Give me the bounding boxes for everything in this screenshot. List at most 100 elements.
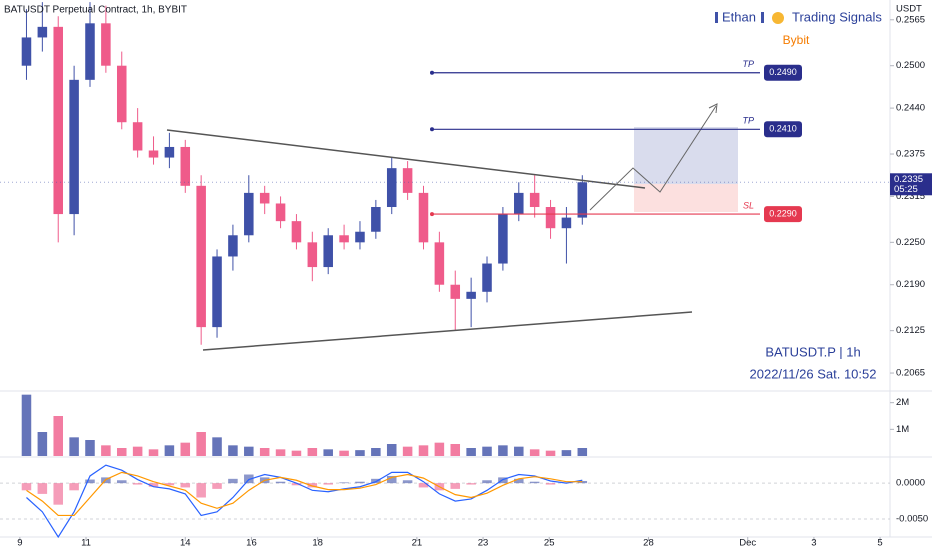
candle-body [180, 146, 191, 186]
macd-histogram-bar [85, 479, 95, 484]
last-price-label: 0.2335 [894, 174, 923, 185]
x-tick-label: 3 [811, 538, 816, 549]
signal-line [26, 471, 583, 517]
volume-bar [291, 450, 302, 456]
y-tick-label: -0.0050 [896, 514, 928, 525]
macd-histogram-bar [212, 483, 222, 489]
x-tick-label: 11 [81, 538, 91, 549]
x-tick-label: 25 [544, 538, 555, 549]
volume-bar [85, 440, 95, 456]
y-tick-label: 0.2440 [896, 103, 925, 114]
y-tick-label: 0.2315 [896, 191, 925, 202]
legend-icon [772, 12, 784, 24]
target-value: 0.2290 [769, 208, 797, 218]
axis-unit: USDT [896, 4, 922, 15]
target-name: TP [742, 59, 754, 69]
volume-bar [116, 448, 127, 456]
macd-histogram-bar [244, 474, 254, 484]
macd-histogram-bar [482, 480, 492, 484]
candle-body [132, 122, 143, 151]
candle-body [545, 207, 556, 229]
plot [0, 2, 890, 539]
y-tick-label: 2M [896, 397, 909, 408]
volume-bar [561, 450, 572, 456]
volume-bar [498, 445, 508, 456]
candle-body [482, 263, 492, 292]
projection-arrow [708, 103, 718, 114]
candle-body [577, 182, 588, 218]
y-tick-label: 0.2250 [896, 237, 925, 248]
macd-histogram-bar [291, 483, 302, 486]
candle-body [514, 192, 524, 215]
x-tick-label: 14 [180, 538, 191, 549]
macd-histogram-bar [37, 483, 48, 494]
candle-body [37, 26, 48, 38]
candle-body [466, 291, 476, 299]
target-value: 0.2490 [769, 67, 797, 77]
candle-body [116, 65, 127, 123]
watermark: BATUSDT.P | 1h [765, 344, 860, 359]
candle-body [164, 146, 175, 158]
macd-histogram-bar [116, 480, 127, 484]
macd-histogram-bar [386, 475, 397, 484]
target-tag [764, 64, 802, 81]
macd-histogram-bar [529, 481, 540, 484]
volume-bar [164, 445, 175, 456]
macd-histogram-bar [545, 483, 556, 485]
candle-body [371, 207, 381, 232]
candle-body [498, 214, 508, 264]
volume-bar [323, 449, 333, 456]
candle-body [323, 235, 333, 268]
target-anchor [430, 127, 434, 132]
x-tick-label: 18 [312, 538, 323, 549]
target-value: 0.2410 [769, 124, 797, 134]
y-tick-label: 0.0000 [896, 478, 925, 489]
exchange-label: Bybit [783, 33, 810, 47]
volume-bar [450, 444, 461, 456]
chart-title: BATUSDT Perpetual Contract, 1h, BYBIT [4, 5, 187, 16]
volume-bar [466, 448, 476, 456]
target-tag [764, 121, 802, 138]
y-tick-label: 1M [896, 424, 909, 435]
candle-body [21, 37, 32, 66]
macd-line [26, 464, 583, 539]
projection-path [589, 105, 717, 211]
candle-body [148, 150, 159, 158]
candle-body [386, 168, 397, 208]
y-tick-label: 0.2565 [896, 14, 925, 25]
legend-entry: Trading Signals [792, 9, 882, 24]
y-tick-label: 0.2375 [896, 149, 925, 160]
candle-body [450, 284, 461, 299]
target-anchor [430, 70, 434, 75]
candle-body [69, 79, 79, 215]
macd-histogram-bar [466, 483, 476, 485]
volume-bar [434, 442, 445, 456]
x-tick-label: 21 [412, 538, 423, 549]
volume-bar [196, 432, 206, 456]
candle-body [561, 217, 572, 229]
macd-histogram-bar [402, 480, 413, 484]
candle-body [228, 235, 238, 257]
legend-marker [715, 12, 718, 23]
candle-body [259, 192, 270, 204]
macd-histogram-bar [339, 482, 349, 484]
volume-bar [228, 445, 238, 456]
x-tick-label: 5 [877, 538, 882, 549]
candle-body [339, 235, 349, 243]
volume-bar [21, 394, 32, 456]
macd-histogram-bar [228, 478, 238, 484]
loss-zone [634, 184, 738, 212]
last-price-tag [890, 173, 932, 196]
macd-histogram-bar [196, 483, 206, 498]
countdown: 05:25 [894, 184, 918, 195]
candle-body [101, 23, 111, 66]
watermark: 2022/11/26 Sat. 10:52 [750, 366, 877, 381]
candle-body [355, 231, 365, 243]
candle-body [402, 168, 413, 193]
volume-bar [355, 450, 365, 456]
x-tick-label: 28 [643, 538, 654, 549]
y-tick-label: 0.2500 [896, 60, 925, 71]
volume-bar [180, 442, 191, 456]
